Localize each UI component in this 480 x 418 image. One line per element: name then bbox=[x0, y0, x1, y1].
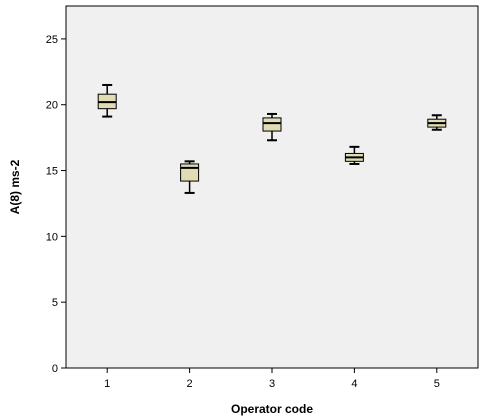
x-tick-label: 1 bbox=[104, 378, 110, 390]
y-tick-label: 0 bbox=[52, 363, 58, 375]
box-5 bbox=[427, 114, 447, 131]
y-tick-label: 25 bbox=[46, 34, 58, 46]
box-1 bbox=[97, 83, 117, 118]
y-tick-label: 15 bbox=[46, 166, 58, 178]
box-3 bbox=[262, 112, 282, 142]
y-tick-label: 10 bbox=[46, 231, 58, 243]
iqr-box bbox=[262, 117, 282, 132]
box-2 bbox=[180, 160, 200, 194]
x-tick-label: 4 bbox=[351, 378, 357, 390]
y-axis-title: A(8) ms-2 bbox=[8, 159, 22, 214]
y-axis: 0 5 10 15 20 25 bbox=[46, 34, 66, 375]
y-tick-label: 5 bbox=[52, 297, 58, 309]
x-tick-label: 3 bbox=[269, 378, 275, 390]
plot-area bbox=[65, 5, 479, 369]
x-tick-label: 5 bbox=[434, 378, 440, 390]
x-axis-title: Operator code bbox=[231, 402, 313, 416]
y-tick-label: 20 bbox=[46, 100, 58, 112]
box-4 bbox=[344, 145, 364, 165]
x-tick-label: 2 bbox=[187, 378, 193, 390]
iqr-box bbox=[180, 163, 200, 182]
boxes-group bbox=[97, 83, 447, 194]
x-axis: 1 2 3 4 5 bbox=[104, 368, 440, 390]
